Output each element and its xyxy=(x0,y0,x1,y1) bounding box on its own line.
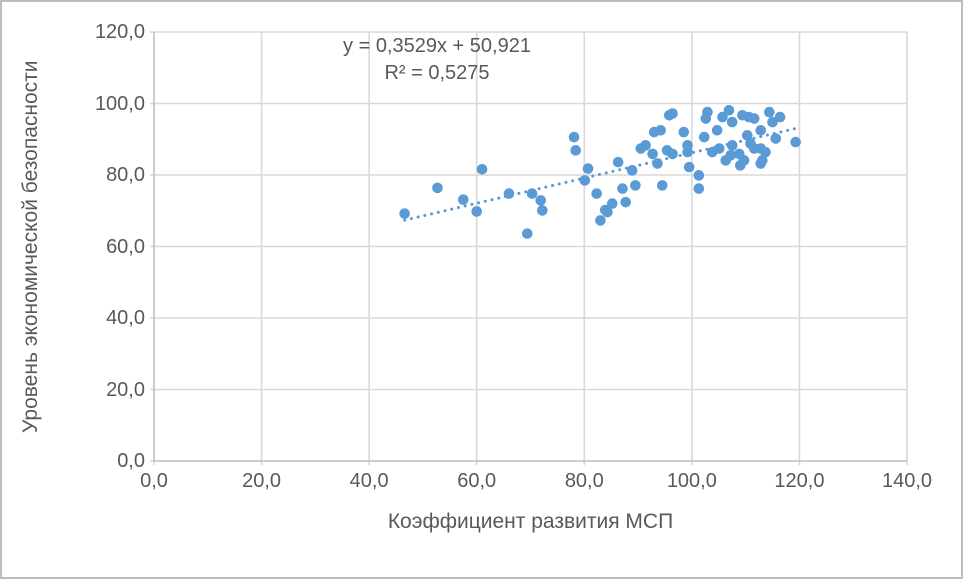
data-point xyxy=(678,126,690,138)
y-tick-label: 20,0 xyxy=(106,378,145,401)
data-point xyxy=(582,163,594,174)
gridlines xyxy=(150,31,908,465)
data-point xyxy=(713,143,725,154)
y-tick-label: 0,0 xyxy=(117,450,145,472)
trendline-equation: y = 0,3529x + 50,921 xyxy=(343,35,531,57)
data-point xyxy=(726,116,738,128)
data-point xyxy=(757,155,768,166)
data-point xyxy=(748,113,760,124)
data-point xyxy=(606,198,618,209)
x-tick-label: 40,0 xyxy=(349,470,389,492)
data-point xyxy=(535,195,547,206)
x-tick-label: 100,0 xyxy=(666,470,717,492)
data-point xyxy=(725,150,736,161)
data-point xyxy=(790,136,801,148)
data-point xyxy=(698,131,710,143)
data-point xyxy=(612,156,624,168)
trendline xyxy=(403,126,798,222)
y-axis-title: Уровень экономической безопасности xyxy=(19,60,42,433)
data-point xyxy=(626,165,638,176)
data-point xyxy=(702,106,713,118)
data-point xyxy=(726,140,738,151)
data-point xyxy=(457,194,469,205)
data-point xyxy=(760,146,771,158)
x-tick-label: 120,0 xyxy=(774,470,825,492)
data-point xyxy=(774,111,786,123)
data-point xyxy=(647,148,658,160)
data-point xyxy=(537,205,548,216)
data-point xyxy=(432,182,443,194)
trendline-annotation: y = 0,3529x + 50,921 R² = 0,5275 xyxy=(262,33,612,87)
data-point xyxy=(693,170,705,181)
r-squared-value: R² = 0,5275 xyxy=(384,62,490,84)
y-tick-label: 120,0 xyxy=(94,21,145,43)
data-point xyxy=(595,215,606,226)
data-point xyxy=(579,175,591,186)
y-tick-label: 80,0 xyxy=(106,164,145,186)
data-point xyxy=(741,130,753,141)
data-point xyxy=(755,125,767,136)
y-tick-label: 40,0 xyxy=(106,307,145,329)
data-points xyxy=(399,104,801,239)
data-point xyxy=(723,104,735,116)
data-point xyxy=(526,188,538,199)
data-point xyxy=(591,188,602,199)
data-point xyxy=(655,125,666,136)
data-point xyxy=(476,163,488,175)
data-point xyxy=(570,145,581,156)
data-point xyxy=(503,188,515,199)
data-point xyxy=(617,183,628,194)
data-point xyxy=(602,206,613,218)
data-point xyxy=(521,228,533,239)
data-point xyxy=(656,180,668,191)
data-point xyxy=(568,131,580,143)
x-axis-title: Коэффициент развития МСП xyxy=(387,510,674,533)
axis-lines xyxy=(153,32,907,462)
data-point xyxy=(693,183,705,194)
x-tick-label: 140,0 xyxy=(881,470,933,492)
x-tick-label: 60,0 xyxy=(457,470,497,492)
data-point xyxy=(717,111,728,123)
data-point xyxy=(764,106,775,118)
data-point xyxy=(471,206,483,217)
data-point xyxy=(620,196,632,208)
data-point xyxy=(667,108,678,119)
data-point xyxy=(399,208,410,219)
data-point xyxy=(667,148,678,160)
data-point xyxy=(630,180,641,191)
data-point xyxy=(682,146,693,158)
data-point xyxy=(683,161,695,173)
y-tick-label: 60,0 xyxy=(106,235,145,258)
data-point xyxy=(640,140,651,151)
x-tick-label: 80,0 xyxy=(564,470,604,492)
data-point xyxy=(770,133,782,144)
data-point xyxy=(767,116,778,128)
data-point xyxy=(738,155,750,166)
x-tick-label: 0,0 xyxy=(140,470,168,492)
data-point xyxy=(652,158,663,169)
x-tick-label: 20,0 xyxy=(242,470,282,492)
y-tick-label: 100,0 xyxy=(94,92,145,115)
data-point xyxy=(711,125,723,136)
